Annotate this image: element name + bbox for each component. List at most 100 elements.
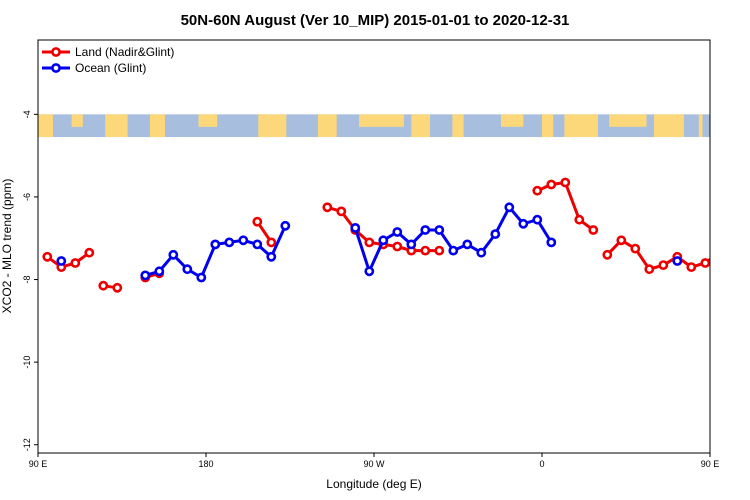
legend-label: Land (Nadir&Glint) [75,45,174,59]
data-point [490,229,501,239]
data-point [238,235,249,246]
plot-area [38,114,750,293]
data-point [364,266,375,277]
map-land [411,114,430,138]
data-point [210,239,221,250]
map-land [359,114,404,127]
x-tick-label: 90 E [701,459,720,469]
map-land [654,114,684,138]
data-point [196,272,207,283]
y-tick-label: -8 [22,276,32,284]
map-land [609,114,647,127]
data-point [730,282,737,289]
data-point [406,239,417,250]
map-land [71,114,83,127]
data-point [252,216,263,227]
data-point [546,179,557,190]
data-point [280,220,291,231]
map-land [318,114,337,138]
data-point [532,214,543,225]
data-point [560,177,571,188]
map-land [542,114,554,138]
data-point [518,218,529,229]
data-point [392,227,403,237]
legend-item: Ocean (Glint) [42,61,146,75]
data-point [476,247,487,258]
y-tick-label: -10 [22,356,32,369]
map-land [105,114,128,138]
data-point [434,225,445,235]
data-point [364,237,375,248]
data-point [420,225,431,235]
data-point [744,284,750,291]
data-point [322,202,333,213]
data-point [448,245,459,256]
map-land [500,114,524,127]
data-point [252,239,263,250]
data-point [716,249,723,256]
data-point [84,247,95,258]
series-land [42,177,750,293]
data-point [392,241,403,252]
data-point [266,237,277,248]
x-tick-label: 180 [198,459,213,469]
data-point [588,225,599,235]
x-tick-label: 90 E [29,459,48,469]
data-point [744,272,750,279]
data-point [504,202,515,213]
x-tick-label: 90 W [363,459,385,469]
map-land [38,114,53,138]
data-point [336,206,347,217]
data-point [700,258,710,268]
map-strip [38,114,732,138]
data-point [658,260,669,270]
data-point [56,256,67,266]
map-land [698,114,703,138]
x-axis: 90 E 180 90 W 0 90 E [29,453,720,469]
data-point [672,256,683,266]
y-tick-label: -4 [22,110,32,118]
series-line [536,180,595,232]
data-point [420,245,431,256]
map-land [198,114,218,127]
legend-item: Land (Nadir&Glint) [42,45,174,59]
data-point [154,266,165,277]
data-point [532,185,543,196]
data-point [168,249,179,260]
data-point [630,243,641,254]
map-land [150,114,165,138]
data-point [616,235,627,246]
x-axis-label: Longitude (deg E) [326,477,421,491]
plot-frame [37,39,711,454]
legend-label: Ocean (Glint) [75,61,146,75]
data-point [378,235,389,246]
y-tick-label: -6 [22,193,32,201]
data-point [224,237,235,248]
data-point [602,249,613,260]
legend: Land (Nadir&Glint) Ocean (Glint) [42,45,174,75]
map-land [564,114,598,138]
data-point [434,245,445,256]
legend-marker [51,63,61,73]
data-point [266,251,277,262]
data-point [112,282,123,293]
x-tick-label: 0 [539,459,544,469]
data-point [686,262,697,272]
y-axis: -4 -6 -8 -10 -12 [22,110,38,451]
map-land [258,114,287,138]
series-line [46,251,91,269]
map-land [721,114,732,126]
map-land [452,114,464,138]
data-point [98,280,109,291]
data-point [182,264,193,275]
data-point [574,214,585,225]
y-tick-label: -12 [22,438,32,451]
data-point [546,237,557,248]
data-point [70,258,81,268]
data-point [644,264,655,275]
data-point [140,270,151,281]
data-point [462,239,473,250]
legend-marker [51,47,61,57]
data-point [350,222,361,233]
